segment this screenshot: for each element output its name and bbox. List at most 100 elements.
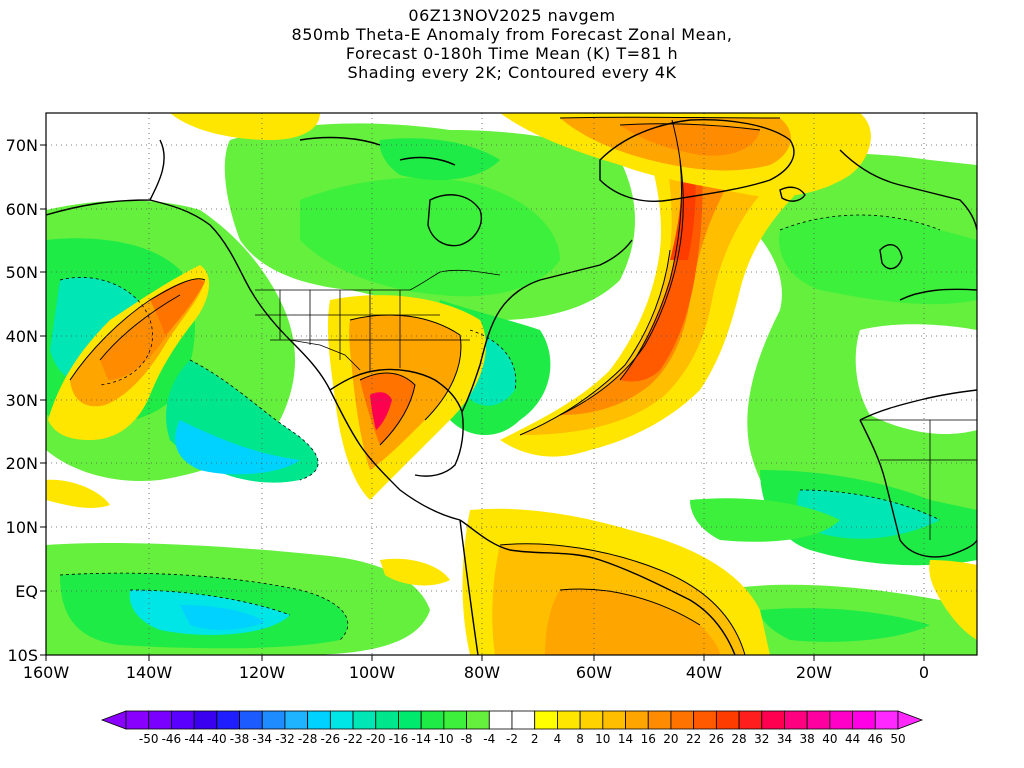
colorbar-swatch bbox=[670, 710, 695, 730]
graticule bbox=[46, 113, 977, 655]
colorbar-swatch bbox=[647, 710, 672, 730]
map-frame bbox=[45, 112, 978, 656]
colorbar-swatch bbox=[829, 710, 853, 730]
country-borders bbox=[255, 269, 977, 540]
colorbar-swatch bbox=[806, 710, 831, 730]
colorbar-label: 44 bbox=[845, 732, 860, 746]
colorbar-label: 50 bbox=[890, 732, 905, 746]
colorbar-label: -28 bbox=[298, 732, 318, 746]
colorbar-label: 26 bbox=[709, 732, 724, 746]
colorbar-swatch bbox=[602, 710, 626, 730]
colorbar-label: 8 bbox=[576, 732, 584, 746]
colorbar-swatch bbox=[398, 710, 422, 730]
colorbar-label: -44 bbox=[184, 732, 204, 746]
colorbar-label: 28 bbox=[731, 732, 746, 746]
lon-label-120w: 120W bbox=[239, 663, 286, 682]
colorbar-swatch bbox=[534, 710, 558, 730]
colorbar-label: -2 bbox=[506, 732, 518, 746]
colorbar-label: 32 bbox=[754, 732, 769, 746]
lat-label-50n: 50N bbox=[6, 263, 38, 282]
colorbar-label: 4 bbox=[554, 732, 562, 746]
colorbar-swatch bbox=[715, 710, 740, 730]
colorbar-label: 14 bbox=[618, 732, 633, 746]
colorbar-swatch bbox=[171, 710, 195, 730]
lat-label-60n: 60N bbox=[6, 200, 38, 219]
lon-label-60w: 60W bbox=[576, 663, 612, 682]
colorbar-swatch bbox=[557, 710, 581, 730]
colorbar-label: -20 bbox=[366, 732, 386, 746]
colorbar-swatch bbox=[511, 710, 536, 730]
lon-ticks bbox=[45, 655, 925, 661]
colorbar-label: -8 bbox=[461, 732, 473, 746]
colorbar-swatch bbox=[784, 710, 808, 730]
lon-axis: 160W 140W 120W 100W 80W 60W 40W 20W 0 bbox=[23, 663, 929, 682]
colorbar-swatch bbox=[738, 710, 763, 730]
coastlines bbox=[46, 118, 977, 655]
title-forecast: Forecast 0-180h Time Mean (K) T=81 h bbox=[345, 44, 679, 63]
colorbar-swatch bbox=[625, 710, 649, 730]
lon-label-0: 0 bbox=[919, 663, 929, 682]
colorbar-swatch bbox=[193, 710, 218, 730]
colorbar-swatch bbox=[488, 710, 513, 730]
colorbar-swatch bbox=[443, 710, 467, 730]
colorbar-label: -40 bbox=[207, 732, 227, 746]
colorbar-swatch bbox=[466, 710, 490, 730]
lat-label-eq: EQ bbox=[15, 582, 38, 601]
lon-label-140w: 140W bbox=[126, 663, 173, 682]
colorbar-label: -38 bbox=[230, 732, 250, 746]
colorbar-label: 20 bbox=[663, 732, 678, 746]
colorbar-label: -14 bbox=[411, 732, 431, 746]
colorbar-label: 38 bbox=[800, 732, 815, 746]
negative-contours bbox=[59, 214, 941, 641]
lon-label-40w: 40W bbox=[686, 663, 722, 682]
lat-ticks bbox=[40, 144, 46, 656]
colorbar-swatch bbox=[874, 710, 899, 730]
lat-label-40n: 40N bbox=[6, 327, 38, 346]
lon-label-100w: 100W bbox=[349, 663, 396, 682]
colorbar-label: -16 bbox=[389, 732, 409, 746]
colorbar: -50 -46 -44 -40 -38 -34 -32 -28 -26 -22 -20 -16 -14-… bbox=[100, 710, 924, 746]
colorbar-label: 40 bbox=[822, 732, 837, 746]
colorbar-label: -46 bbox=[162, 732, 182, 746]
title-field: 850mb Theta-E Anomaly from Forecast Zona… bbox=[291, 25, 733, 44]
colorbar-label: 46 bbox=[868, 732, 883, 746]
colorbar-swatch bbox=[693, 710, 717, 730]
colorbar-swatch bbox=[284, 710, 309, 730]
colorbar-swatch bbox=[261, 710, 286, 730]
colorbar-swatch bbox=[329, 710, 354, 730]
colorbar-swatch bbox=[375, 710, 399, 730]
lon-label-160w: 160W bbox=[23, 663, 70, 682]
title-block: 06Z13NOV2025 navgem 850mb Theta-E Anomal… bbox=[0, 6, 1024, 82]
colorbar-swatch bbox=[761, 710, 785, 730]
colorbar-swatch bbox=[125, 710, 150, 730]
colorbar-label: 16 bbox=[641, 732, 656, 746]
colorbar-label: -22 bbox=[343, 732, 363, 746]
colorbar-label: -10 bbox=[434, 732, 454, 746]
lat-label-30n: 30N bbox=[6, 391, 38, 410]
lat-label-70n: 70N bbox=[6, 136, 38, 155]
lat-label-20n: 20N bbox=[6, 454, 38, 473]
colorbar-label: 34 bbox=[777, 732, 792, 746]
colorbar-label: 22 bbox=[686, 732, 701, 746]
title-shading: Shading every 2K; Contoured every 4K bbox=[347, 63, 677, 82]
colorbar-label: -4 bbox=[483, 732, 495, 746]
colorbar-label: 10 bbox=[595, 732, 610, 746]
colorbar-swatch bbox=[148, 710, 172, 730]
colorbar-label: -50 bbox=[139, 732, 159, 746]
colorbar-swatch bbox=[352, 710, 377, 730]
colorbar-label: -32 bbox=[275, 732, 295, 746]
theta-e-shading bbox=[46, 113, 977, 655]
title-run: 06Z13NOV2025 navgem bbox=[408, 6, 616, 25]
lat-label-10n: 10N bbox=[6, 518, 38, 537]
colorbar-swatch bbox=[852, 710, 876, 730]
colorbar-swatch bbox=[420, 710, 445, 730]
colorbar-label: 2 bbox=[531, 732, 539, 746]
colorbar-swatch bbox=[239, 710, 263, 730]
colorbar-label: -34 bbox=[252, 732, 272, 746]
lon-label-80w: 80W bbox=[464, 663, 500, 682]
colorbar-swatch bbox=[216, 710, 240, 730]
lat-label-10s: 10S bbox=[7, 646, 38, 665]
colorbar-arrow-right bbox=[897, 710, 924, 730]
colorbar-label: -26 bbox=[321, 732, 341, 746]
